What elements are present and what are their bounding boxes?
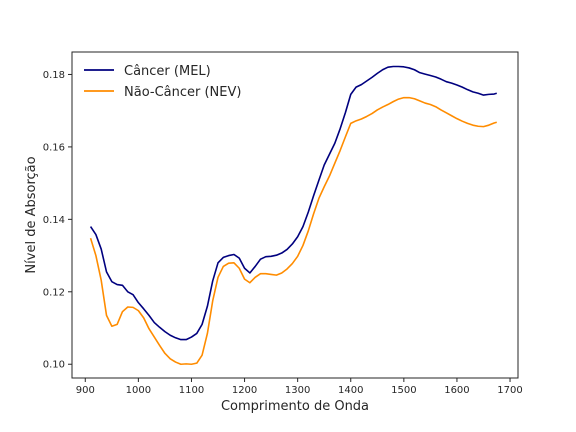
legend-label-cancer: Câncer (MEL) (124, 64, 211, 79)
legend-label-non-cancer: Não-Câncer (NEV) (124, 85, 241, 100)
legend: Câncer (MEL) Não-Câncer (NEV) (84, 64, 241, 100)
series-layer (89, 65, 497, 366)
y-tick-label: 0.14 (43, 215, 65, 226)
x-axis-label: Comprimento de Onda (221, 399, 369, 414)
x-tick-label: 1400 (338, 385, 363, 396)
series-line-cancer (89, 65, 497, 341)
y-tick-label: 0.10 (43, 360, 65, 371)
y-tick-label: 0.16 (43, 142, 65, 153)
x-tick-label: 1200 (232, 385, 257, 396)
x-tick-label: 1100 (179, 385, 204, 396)
x-tick-label: 1600 (444, 385, 469, 396)
plot-frame (71, 51, 519, 379)
y-axis-label: Nível de Absorção (24, 156, 39, 273)
y-tick-label: 0.18 (43, 70, 65, 81)
y-tick-label: 0.12 (43, 287, 65, 298)
x-axis-ticks: 900 1000 1100 1200 1300 1400 1500 1600 1700 (76, 378, 523, 396)
series-line-non-cancer (89, 96, 497, 366)
x-tick-label: 900 (76, 385, 95, 396)
y-axis-ticks: 0.10 0.12 0.14 0.16 0.18 (43, 70, 72, 371)
x-tick-label: 1700 (497, 385, 522, 396)
x-tick-label: 1300 (285, 385, 310, 396)
x-tick-label: 1500 (391, 385, 416, 396)
x-tick-label: 1000 (126, 385, 151, 396)
